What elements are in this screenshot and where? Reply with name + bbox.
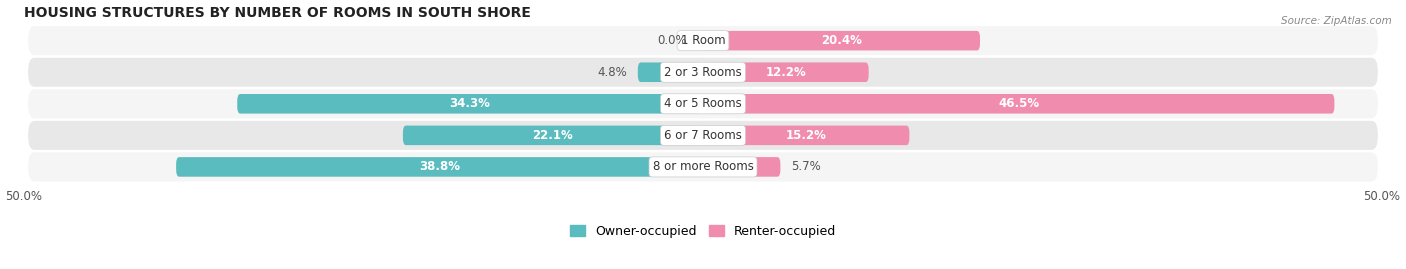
FancyBboxPatch shape	[703, 31, 980, 51]
Text: 1 Room: 1 Room	[681, 34, 725, 47]
Text: 38.8%: 38.8%	[419, 160, 460, 174]
Text: 4 or 5 Rooms: 4 or 5 Rooms	[664, 97, 742, 110]
FancyBboxPatch shape	[703, 157, 780, 177]
Text: 12.2%: 12.2%	[765, 66, 806, 79]
FancyBboxPatch shape	[703, 126, 910, 145]
FancyBboxPatch shape	[703, 62, 869, 82]
Text: 8 or more Rooms: 8 or more Rooms	[652, 160, 754, 174]
Legend: Owner-occupied, Renter-occupied: Owner-occupied, Renter-occupied	[565, 220, 841, 243]
FancyBboxPatch shape	[638, 62, 703, 82]
Text: 6 or 7 Rooms: 6 or 7 Rooms	[664, 129, 742, 142]
FancyBboxPatch shape	[28, 153, 1378, 181]
Text: 22.1%: 22.1%	[533, 129, 574, 142]
Text: 15.2%: 15.2%	[786, 129, 827, 142]
Text: Source: ZipAtlas.com: Source: ZipAtlas.com	[1281, 16, 1392, 26]
Text: 2 or 3 Rooms: 2 or 3 Rooms	[664, 66, 742, 79]
Text: 0.0%: 0.0%	[657, 34, 686, 47]
FancyBboxPatch shape	[238, 94, 703, 114]
Text: 34.3%: 34.3%	[450, 97, 491, 110]
Text: 46.5%: 46.5%	[998, 97, 1039, 110]
FancyBboxPatch shape	[28, 58, 1378, 87]
Text: 5.7%: 5.7%	[792, 160, 821, 174]
FancyBboxPatch shape	[404, 126, 703, 145]
FancyBboxPatch shape	[28, 121, 1378, 150]
Text: 4.8%: 4.8%	[598, 66, 627, 79]
FancyBboxPatch shape	[28, 26, 1378, 55]
Text: 20.4%: 20.4%	[821, 34, 862, 47]
Text: HOUSING STRUCTURES BY NUMBER OF ROOMS IN SOUTH SHORE: HOUSING STRUCTURES BY NUMBER OF ROOMS IN…	[24, 6, 531, 20]
FancyBboxPatch shape	[176, 157, 703, 177]
FancyBboxPatch shape	[703, 94, 1334, 114]
FancyBboxPatch shape	[28, 89, 1378, 118]
